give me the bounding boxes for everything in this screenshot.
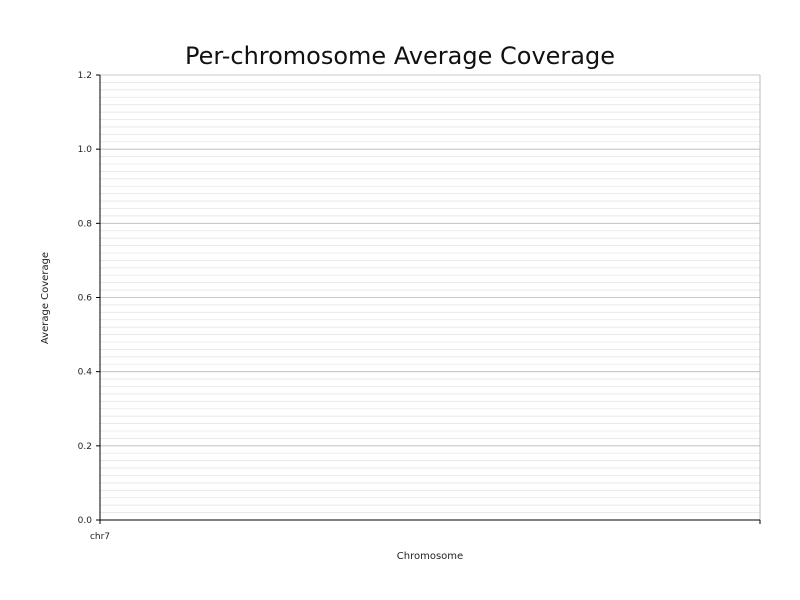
y-tick-label: 1.2 [78,71,92,81]
y-tick-label: 0.2 [78,442,92,452]
x-tick-label: chr7 [90,532,110,542]
chart-title: Per-chromosome Average Coverage [185,42,615,70]
y-tick-label: 1.0 [78,145,93,155]
y-tick-label: 0.0 [78,516,93,526]
y-tick-label: 0.8 [78,219,93,229]
axis-layer: 0.0 0.2 0.4 0.6 0.8 1.0 1.2 chr7 [78,71,761,542]
y-tick-label: 0.6 [78,294,93,304]
y-axis-label: Average Coverage [40,252,51,344]
grid-layer [100,74,761,521]
y-tick-label: 0.4 [78,368,93,378]
x-axis-label: Chromosome [397,551,463,562]
